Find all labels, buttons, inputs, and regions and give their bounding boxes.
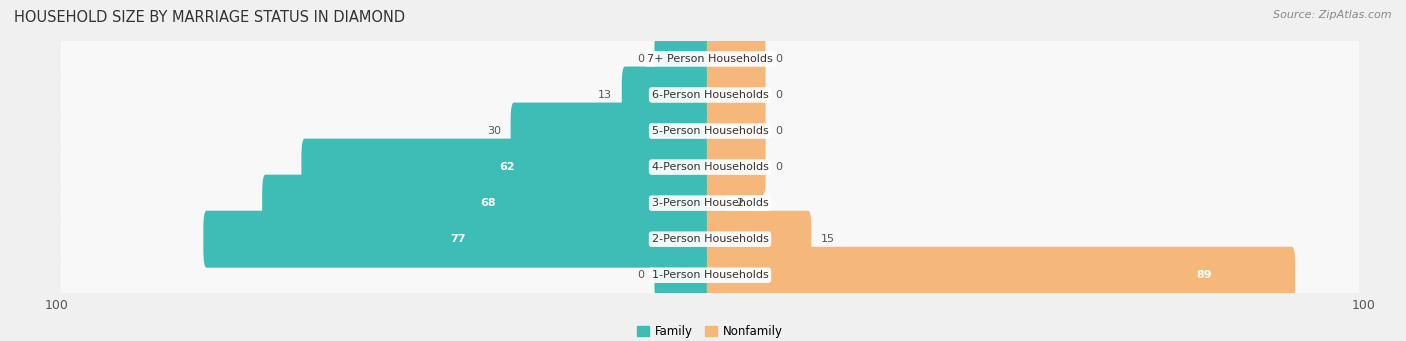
FancyBboxPatch shape: [707, 211, 811, 268]
FancyBboxPatch shape: [707, 66, 766, 123]
Text: 3-Person Households: 3-Person Households: [651, 198, 769, 208]
FancyBboxPatch shape: [60, 70, 1360, 120]
FancyBboxPatch shape: [707, 103, 766, 160]
Text: 30: 30: [486, 126, 501, 136]
FancyBboxPatch shape: [60, 142, 1360, 192]
FancyBboxPatch shape: [707, 138, 766, 196]
FancyBboxPatch shape: [654, 247, 713, 304]
FancyBboxPatch shape: [60, 106, 1360, 156]
Text: 7+ Person Households: 7+ Person Households: [647, 54, 773, 64]
Text: 2-Person Households: 2-Person Households: [651, 234, 769, 244]
FancyBboxPatch shape: [262, 175, 713, 232]
FancyBboxPatch shape: [60, 250, 1360, 300]
FancyBboxPatch shape: [301, 138, 713, 196]
Text: 6-Person Households: 6-Person Households: [651, 90, 769, 100]
Text: 68: 68: [479, 198, 495, 208]
Text: 0: 0: [638, 270, 644, 280]
Text: 15: 15: [821, 234, 835, 244]
FancyBboxPatch shape: [204, 211, 713, 268]
FancyBboxPatch shape: [654, 30, 713, 87]
FancyBboxPatch shape: [707, 30, 766, 87]
Text: 62: 62: [499, 162, 515, 172]
Text: Source: ZipAtlas.com: Source: ZipAtlas.com: [1274, 10, 1392, 20]
Text: 0: 0: [776, 90, 782, 100]
FancyBboxPatch shape: [707, 175, 727, 232]
Text: 0: 0: [776, 54, 782, 64]
FancyBboxPatch shape: [60, 214, 1360, 264]
FancyBboxPatch shape: [621, 66, 713, 123]
Text: 13: 13: [598, 90, 612, 100]
Text: 4-Person Households: 4-Person Households: [651, 162, 769, 172]
FancyBboxPatch shape: [60, 34, 1360, 84]
Text: 77: 77: [450, 234, 465, 244]
Text: HOUSEHOLD SIZE BY MARRIAGE STATUS IN DIAMOND: HOUSEHOLD SIZE BY MARRIAGE STATUS IN DIA…: [14, 10, 405, 25]
Text: 0: 0: [776, 162, 782, 172]
Text: 89: 89: [1197, 270, 1212, 280]
Text: 0: 0: [776, 126, 782, 136]
Text: 0: 0: [638, 54, 644, 64]
Legend: Family, Nonfamily: Family, Nonfamily: [633, 321, 787, 341]
FancyBboxPatch shape: [60, 178, 1360, 228]
FancyBboxPatch shape: [707, 247, 1295, 304]
FancyBboxPatch shape: [510, 103, 713, 160]
Text: 1-Person Households: 1-Person Households: [651, 270, 769, 280]
Text: 5-Person Households: 5-Person Households: [651, 126, 769, 136]
Text: 2: 2: [737, 198, 744, 208]
